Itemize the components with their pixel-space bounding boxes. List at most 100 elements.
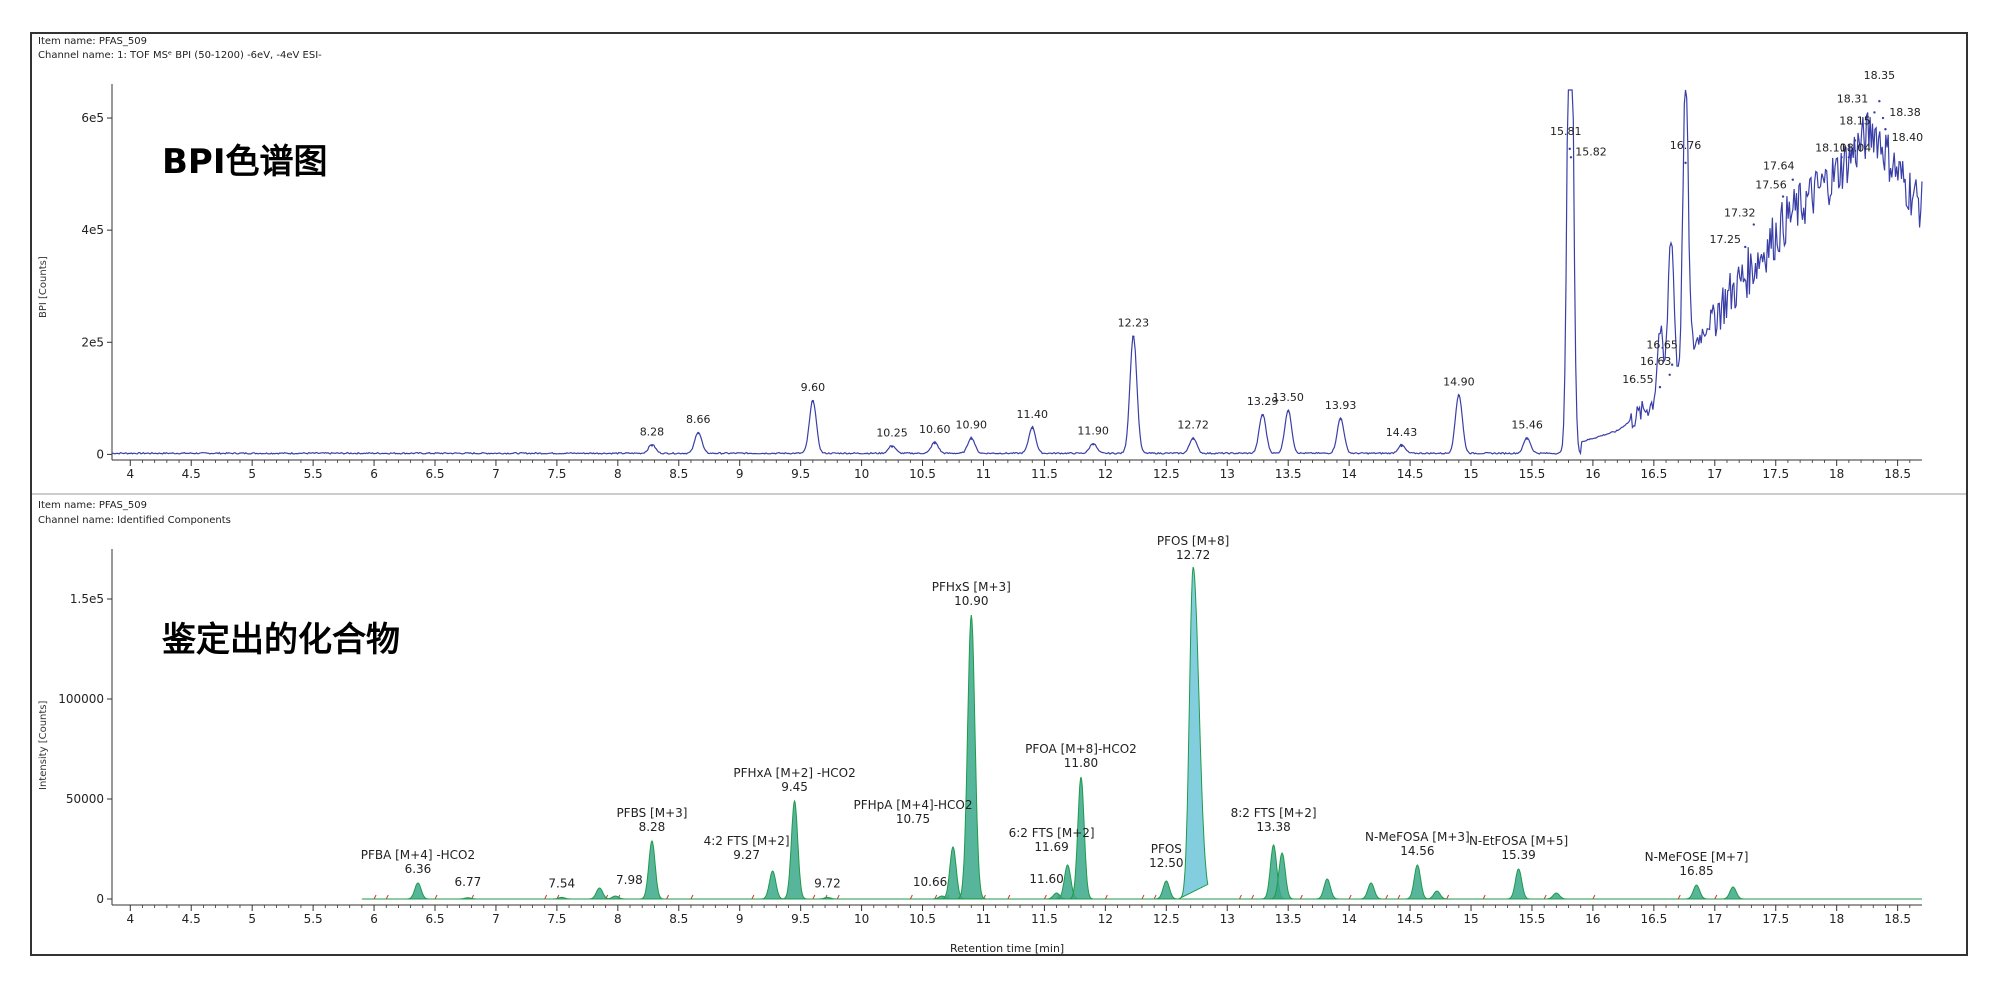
bpi-y-tick-label: 2e5 — [81, 335, 104, 349]
cmp-peak-name-label: 6:2 FTS [M+2] — [1009, 826, 1095, 840]
cmp-noise-mark — [836, 894, 840, 900]
cmp-peak-rt-label: 9.27 — [733, 848, 760, 862]
cmp-peak-rt-label: 9.72 — [814, 876, 841, 890]
cmp-peak-name-label: PFOA [M+8]-HCO2 — [1025, 742, 1137, 756]
cmp-x-tick-label: 7 — [492, 912, 500, 926]
bpi-y-tick-label: 4e5 — [81, 223, 104, 237]
bpi-peak-marker — [1525, 437, 1529, 440]
bpi-peak-label: 8.28 — [640, 425, 665, 438]
bpi-x-tick-label: 14.5 — [1397, 467, 1424, 481]
cmp-y-tick-label: 100000 — [58, 692, 104, 706]
bpi-x-tick-label: 17 — [1707, 467, 1722, 481]
cmp-y-tick-label: 0 — [96, 892, 104, 906]
bpi-peak-label: 10.60 — [919, 423, 951, 436]
bpi-peak-marker — [1658, 385, 1662, 389]
bpi-peak-label: 18.10 — [1815, 141, 1847, 154]
cmp-noise-mark — [373, 894, 377, 900]
cmp-peak-rt-label: 11.80 — [1064, 756, 1098, 770]
bpi-peak-marker — [1791, 178, 1795, 181]
bpi-peak-label: 12.23 — [1118, 317, 1150, 330]
bpi-peak-marker — [1132, 335, 1135, 338]
cmp-x-tick-label: 14.5 — [1397, 912, 1424, 926]
cmp-x-tick-label: 11 — [976, 912, 991, 926]
bpi-trace — [111, 89, 1923, 456]
cmp-peak — [781, 799, 808, 900]
bpi-peak-marker — [1684, 161, 1687, 165]
bpi-peak-label: 11.90 — [1077, 424, 1109, 437]
bpi-peak-label: 17.64 — [1763, 160, 1795, 173]
cmp-peak — [956, 614, 986, 900]
cmp-y-tick-label: 1.5e5 — [70, 592, 104, 606]
bpi-peak-marker — [1884, 128, 1887, 131]
cmp-noise-mark — [1446, 894, 1450, 900]
cmp-noise-mark — [1348, 894, 1352, 900]
cmp-peak-rt-label: 10.66 — [913, 875, 947, 889]
bpi-x-tick-label: 17.5 — [1762, 467, 1789, 481]
cmp-noise-mark — [1141, 894, 1145, 900]
bottom-item-name: Item name: PFAS_509 — [38, 500, 147, 511]
bpi-peak-label: 14.90 — [1443, 376, 1475, 389]
cmp-peak — [1178, 566, 1209, 900]
cmp-peak-name-label: PFHpA [M+4]-HCO2 — [853, 798, 972, 812]
cmp-peak — [1543, 892, 1569, 900]
cmp-x-tick-label: 17.5 — [1762, 912, 1789, 926]
cmp-noise-mark — [1397, 894, 1401, 900]
cmp-x-tick-label: 4 — [126, 912, 134, 926]
cmp-peak-rt-label: 6.77 — [455, 875, 482, 889]
bpi-peak-label: 16.55 — [1622, 373, 1654, 386]
cmp-peak — [455, 897, 481, 900]
bpi-peak-label: 18.15 — [1839, 114, 1871, 127]
cmp-x-tick-label: 17 — [1707, 912, 1722, 926]
bpi-peak-marker — [1781, 195, 1785, 198]
cmp-peak — [1358, 882, 1384, 900]
cmp-peak-rt-label: 15.39 — [1501, 848, 1535, 862]
bpi-x-tick-label: 5 — [248, 467, 256, 481]
bottom-channel-name: Channel name: Identified Components — [38, 515, 231, 526]
bpi-peak-label: 18.04 — [1840, 141, 1872, 154]
bpi-x-tick-label: 16.5 — [1640, 467, 1667, 481]
cmp-noise-mark — [1007, 894, 1011, 900]
bpi-x-tick-label: 7.5 — [547, 467, 566, 481]
bpi-peak-label: 11.40 — [1016, 408, 1048, 421]
bpi-peak-marker — [1840, 156, 1843, 159]
bpi-peak-marker — [1853, 139, 1857, 142]
cmp-peak-name-label: PFOS [M+8] — [1157, 534, 1229, 548]
bpi-peak-label: 18.35 — [1864, 69, 1896, 82]
cmp-peak-rt-label: 14.56 — [1400, 844, 1434, 858]
cmp-peak-rt-label: 12.72 — [1176, 548, 1210, 562]
bpi-peak-marker — [1744, 245, 1747, 249]
cmp-peak — [1424, 890, 1450, 900]
cmp-x-tick-label: 10.5 — [909, 912, 936, 926]
top-channel-name: Channel name: 1: TOF MSᵉ BPI (50-1200) -… — [38, 50, 322, 61]
bpi-x-tick-label: 16 — [1585, 467, 1600, 481]
bpi-x-tick-label: 10.5 — [909, 467, 936, 481]
bpi-x-tick-label: 8.5 — [669, 467, 688, 481]
cmp-peak-rt-label: 12.50 — [1149, 856, 1183, 870]
bpi-peak-label: 16.65 — [1646, 339, 1678, 352]
bpi-peak-label: 15.46 — [1511, 419, 1543, 432]
cmp-peak-name-label: PFBS [M+3] — [616, 806, 687, 820]
cmp-x-tick-label: 6 — [370, 912, 378, 926]
cmp-peak-rt-label: 11.60 — [1029, 872, 1063, 886]
bpi-x-tick-label: 8 — [614, 467, 622, 481]
cmp-peak — [1404, 864, 1431, 900]
cmp-peak-name-label: N-EtFOSA [M+5] — [1469, 834, 1568, 848]
bpi-x-tick-label: 6 — [370, 467, 378, 481]
cmp-peak — [1269, 852, 1295, 900]
cmp-peak-name-label: 8:2 FTS [M+2] — [1231, 806, 1317, 820]
bpi-y-tick-label: 0 — [96, 447, 104, 461]
x-axis-label: Retention time [min] — [950, 942, 1065, 955]
cmp-noise-mark — [1251, 894, 1255, 900]
bpi-peak-marker — [1569, 156, 1573, 159]
bpi-peak-label: 12.72 — [1177, 419, 1209, 432]
cmp-peak — [1505, 868, 1532, 900]
bpi-x-tick-label: 6.5 — [425, 467, 444, 481]
cmp-x-tick-label: 12 — [1098, 912, 1113, 926]
cmp-peak — [639, 840, 665, 900]
bpi-peak-marker — [1752, 223, 1755, 226]
bpi-peak-label: 9.60 — [801, 381, 826, 394]
cmp-noise-mark — [1385, 894, 1389, 900]
cmp-noise-mark — [751, 894, 755, 900]
cmp-x-tick-label: 18.5 — [1884, 912, 1911, 926]
